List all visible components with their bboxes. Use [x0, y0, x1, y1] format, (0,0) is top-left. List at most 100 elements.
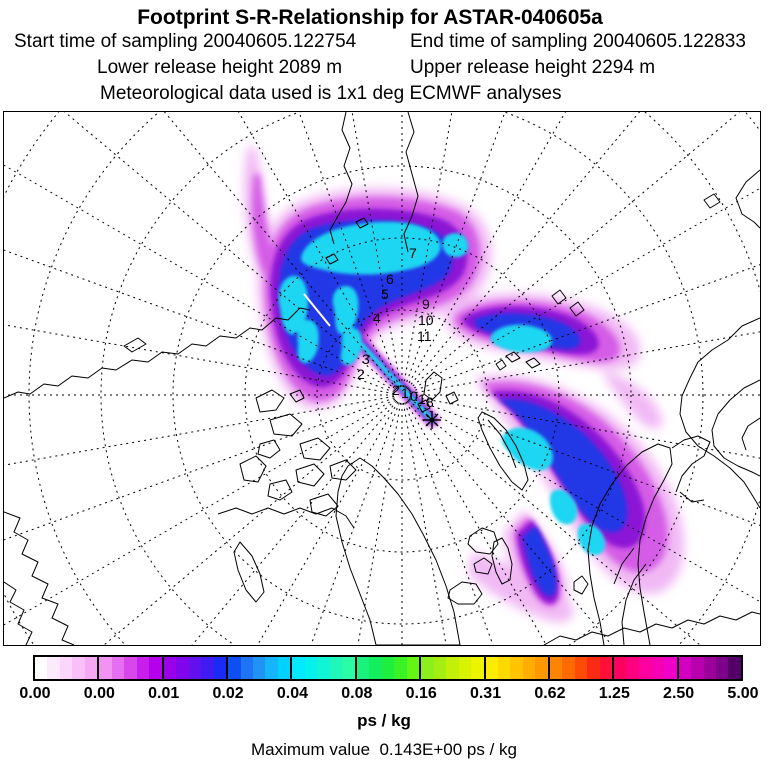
arctic-island — [309, 493, 339, 517]
lower-release-label: Lower release height 2089 m — [97, 57, 343, 78]
top-right-island — [703, 193, 721, 209]
colorbar-segment — [99, 657, 164, 679]
colorbar-segments — [35, 657, 741, 679]
novaya-zemlya-inner — [487, 419, 517, 469]
franz-josef-land — [495, 359, 507, 371]
colorbar-tick-label: 0.04 — [276, 685, 309, 702]
figure-title: Footprint S-R-Relationship for ASTAR-040… — [137, 6, 603, 29]
wrangel-island — [123, 337, 147, 353]
svg-text:1: 1 — [418, 391, 426, 407]
island-cluster-3 — [491, 537, 513, 585]
alaska-coast-2 — [403, 112, 419, 253]
upper-release-label: Upper release height 2294 m — [410, 57, 656, 78]
arctic-island — [257, 439, 281, 459]
svg-text:2: 2 — [357, 366, 365, 382]
colorbar-tick-label: 0.16 — [405, 685, 437, 702]
colorbar-segment — [485, 657, 550, 679]
severnaya-zemlya — [551, 289, 567, 305]
russia-mid-coast — [711, 379, 760, 477]
colorbar-segment — [163, 657, 229, 679]
svg-text:6: 6 — [386, 271, 394, 287]
svg-text:8: 8 — [426, 394, 434, 410]
kola-coast — [671, 435, 711, 493]
bering-island-1 — [355, 217, 369, 229]
arctic-island — [269, 413, 303, 437]
island-cluster-1 — [467, 527, 499, 555]
plume-white-slit — [303, 293, 331, 327]
svg-text:0: 0 — [410, 388, 418, 404]
denmark — [573, 575, 589, 595]
svg-text:1: 1 — [401, 385, 409, 401]
svg-text:10: 10 — [418, 312, 434, 328]
coastlines — [4, 112, 760, 645]
colorbar-tick-label: 5.00 — [727, 685, 759, 702]
colorbar — [33, 655, 743, 681]
colorbar-tick-label: 2.50 — [663, 685, 695, 702]
europe-bottom-coast — [543, 611, 760, 645]
colorbar-tick-label: 0.00 — [83, 685, 115, 702]
bering-island-2 — [325, 253, 339, 265]
canada-mainland-coast — [217, 507, 355, 529]
arctic-island — [239, 455, 267, 483]
polar-map: 7 6 5 4 3 2 9 10 11 2 1 0 1 8 — [3, 111, 761, 646]
scandinavia-coastline — [587, 443, 673, 645]
colorbar-segment — [421, 657, 486, 679]
baltic-coast — [621, 563, 647, 645]
max-value-label: Maximum value 0.143E+00 ps / kg — [251, 740, 517, 759]
colorbar-segment — [356, 657, 422, 679]
svalbard-island — [417, 399, 431, 413]
release-point-marker — [423, 411, 441, 429]
svg-text:2: 2 — [392, 382, 400, 398]
severnaya-zemlya — [569, 301, 585, 317]
russia-right-coast — [679, 317, 760, 509]
colorbar-tick-label: 1.25 — [598, 685, 630, 702]
colorbar-segment — [678, 657, 741, 679]
arctic-island — [267, 479, 293, 501]
colorbar-segment — [292, 657, 357, 679]
colorbar-segment — [549, 657, 615, 679]
met-data-label: Meteorological data used is 1x1 deg ECMW… — [100, 83, 562, 104]
end-time-label: End time of sampling 20040605.122833 — [410, 31, 746, 52]
white-sea — [679, 491, 705, 503]
colorbar-tick-label: 0.00 — [19, 685, 51, 702]
colorbar-ticks: 0.00 0.00 0.01 0.02 0.04 0.08 0.16 0.31 0.62 1.25… — [0, 686, 768, 704]
greenland-coastline — [335, 457, 461, 645]
start-time-label: Start time of sampling 20040605.122754 — [14, 31, 357, 52]
svg-text:9: 9 — [422, 296, 430, 312]
gulf-of-bothnia — [613, 547, 635, 585]
arctic-island — [299, 437, 331, 461]
colorbar-tick-label: 0.62 — [534, 685, 566, 702]
siberia-alaska-coastline — [4, 307, 311, 399]
colorbar-tick-label: 0.08 — [341, 685, 373, 702]
colorbar-tick-label: 0.31 — [469, 685, 502, 702]
plume-layer-cyan — [278, 221, 606, 556]
svg-text:11: 11 — [417, 328, 432, 344]
okhotsk-coast — [4, 511, 75, 645]
franz-josef-land — [525, 357, 541, 369]
svg-text:5: 5 — [381, 286, 389, 302]
novaya-zemlya — [477, 411, 529, 491]
colorbar-segment — [614, 657, 679, 679]
island-cluster-2 — [473, 557, 493, 575]
arctic-island — [329, 459, 357, 481]
svalbard — [423, 371, 443, 401]
colorbar-segment — [35, 657, 100, 679]
svg-text:3: 3 — [362, 351, 370, 367]
lower-left-coast — [4, 581, 33, 645]
franz-josef-land — [505, 351, 521, 363]
colorbar-tick-label: 0.02 — [212, 685, 244, 702]
arctic-island — [255, 389, 285, 413]
svalbard-island — [445, 391, 459, 405]
graticule — [4, 112, 760, 645]
russia-inlet — [741, 417, 760, 451]
alaska-coast-1 — [329, 112, 353, 245]
svg-text:7: 7 — [409, 245, 417, 261]
svg-text:4: 4 — [373, 310, 381, 326]
colorbar-tick-label: 0.01 — [148, 685, 180, 702]
colorbar-segment — [228, 657, 293, 679]
top-right-coast — [735, 169, 760, 229]
iceland — [447, 581, 483, 605]
arctic-island — [295, 463, 325, 487]
